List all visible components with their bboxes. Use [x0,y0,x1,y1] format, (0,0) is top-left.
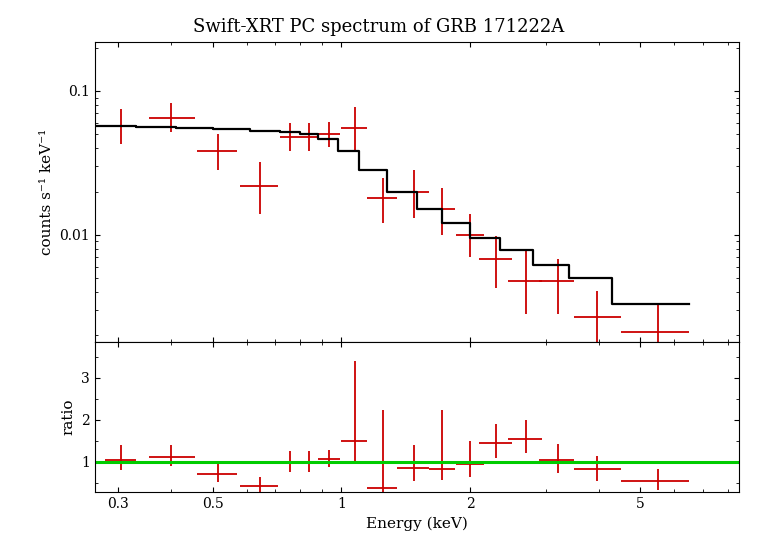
Y-axis label: counts s⁻¹ keV⁻¹: counts s⁻¹ keV⁻¹ [39,128,54,255]
X-axis label: Energy (keV): Energy (keV) [366,517,468,531]
Y-axis label: ratio: ratio [61,399,76,435]
Text: Swift-XRT PC spectrum of GRB 171222A: Swift-XRT PC spectrum of GRB 171222A [193,18,565,36]
